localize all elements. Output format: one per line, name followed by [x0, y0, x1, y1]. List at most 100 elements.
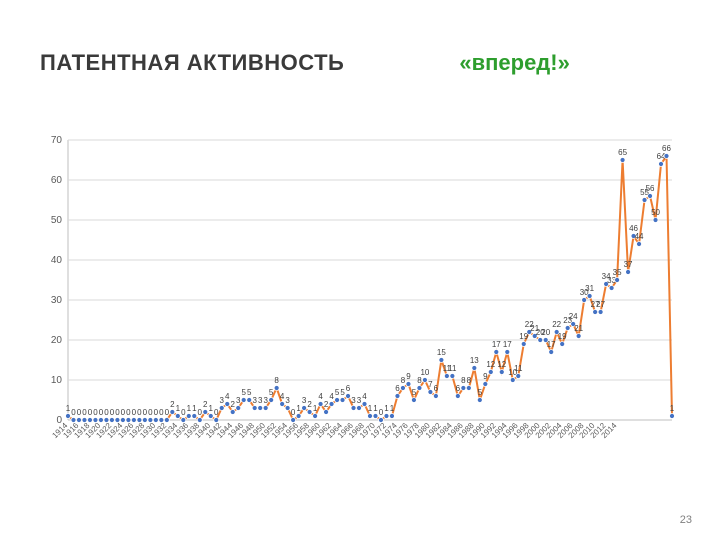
data-marker	[439, 358, 444, 363]
data-marker	[516, 374, 521, 379]
data-marker	[587, 294, 592, 299]
data-marker	[659, 162, 664, 167]
data-label: 4	[225, 392, 230, 401]
data-label: 0	[181, 408, 186, 417]
data-marker	[461, 386, 466, 391]
data-marker	[648, 194, 653, 199]
data-label: 56	[646, 184, 655, 193]
data-marker	[252, 406, 257, 411]
data-label: 27	[596, 300, 605, 309]
data-marker	[219, 406, 224, 411]
data-marker	[76, 418, 81, 423]
data-marker	[510, 378, 515, 383]
data-marker	[593, 310, 598, 315]
data-label: 9	[406, 372, 411, 381]
data-marker	[664, 154, 669, 159]
data-marker	[455, 394, 460, 399]
data-label: 8	[417, 376, 422, 385]
data-label: 5	[412, 388, 417, 397]
data-marker	[444, 374, 449, 379]
data-marker	[549, 350, 554, 355]
data-marker	[296, 414, 301, 419]
data-marker	[109, 418, 114, 423]
data-marker	[98, 418, 103, 423]
data-marker	[170, 410, 175, 415]
data-marker	[472, 366, 477, 371]
data-label: 66	[662, 144, 671, 153]
page-number: 23	[680, 514, 692, 526]
data-marker	[115, 418, 120, 423]
data-label: 5	[241, 388, 246, 397]
data-marker	[263, 406, 268, 411]
data-marker	[357, 406, 362, 411]
data-marker	[477, 398, 482, 403]
data-label: 10	[420, 368, 429, 377]
data-marker	[104, 418, 109, 423]
data-marker	[335, 398, 340, 403]
data-marker	[340, 398, 345, 403]
data-marker	[192, 414, 197, 419]
data-marker	[400, 386, 405, 391]
data-label: 0	[132, 408, 137, 417]
data-label: 1	[384, 404, 389, 413]
data-label: 1	[670, 404, 675, 413]
data-label: 0	[104, 408, 109, 417]
data-label: 13	[470, 356, 479, 365]
data-marker	[609, 286, 614, 291]
y-tick-label: 60	[51, 175, 63, 186]
data-marker	[582, 298, 587, 303]
data-label: 5	[478, 388, 483, 397]
data-label: 3	[285, 396, 290, 405]
data-label: 6	[434, 384, 439, 393]
data-marker	[197, 418, 202, 423]
data-label: 5	[269, 388, 274, 397]
data-marker	[225, 402, 230, 407]
data-label: 3	[258, 396, 263, 405]
title-accent: «вперед!»	[459, 50, 569, 76]
data-label: 0	[137, 408, 142, 417]
data-marker	[66, 414, 71, 419]
data-label: 0	[115, 408, 120, 417]
data-marker	[148, 418, 153, 423]
data-marker	[313, 414, 318, 419]
data-marker	[208, 414, 213, 419]
data-label: 5	[247, 388, 252, 397]
data-marker	[373, 414, 378, 419]
data-label: 5	[335, 388, 340, 397]
data-label: 2	[203, 400, 208, 409]
y-tick-label: 50	[51, 215, 63, 226]
data-label: 12	[486, 360, 495, 369]
data-marker	[351, 406, 356, 411]
data-label: 1	[192, 404, 197, 413]
data-label: 0	[379, 408, 384, 417]
data-label: 3	[357, 396, 362, 405]
data-marker	[214, 418, 219, 423]
data-label: 3	[302, 396, 307, 405]
data-label: 17	[492, 340, 501, 349]
data-label: 4	[280, 392, 285, 401]
data-marker	[346, 394, 351, 399]
data-marker	[291, 418, 296, 423]
data-label: 1	[66, 404, 71, 413]
data-marker	[324, 410, 329, 415]
data-marker	[417, 386, 422, 391]
data-marker	[576, 334, 581, 339]
data-label: 1	[373, 404, 378, 413]
data-label: 0	[71, 408, 76, 417]
data-label: 0	[198, 408, 203, 417]
data-marker	[230, 410, 235, 415]
data-label: 1	[187, 404, 192, 413]
data-marker	[488, 370, 493, 375]
data-label: 1	[368, 404, 373, 413]
data-marker	[181, 418, 186, 423]
patent-activity-chart: 0102030405060701914191619181920192219241…	[40, 130, 680, 460]
data-label: 1	[390, 404, 395, 413]
data-label: 0	[165, 408, 170, 417]
data-marker	[560, 342, 565, 347]
data-label: 2	[324, 400, 329, 409]
data-label: 20	[541, 328, 550, 337]
data-label: 37	[624, 260, 633, 269]
data-marker	[411, 398, 416, 403]
data-marker	[378, 418, 383, 423]
data-label: 0	[214, 408, 219, 417]
